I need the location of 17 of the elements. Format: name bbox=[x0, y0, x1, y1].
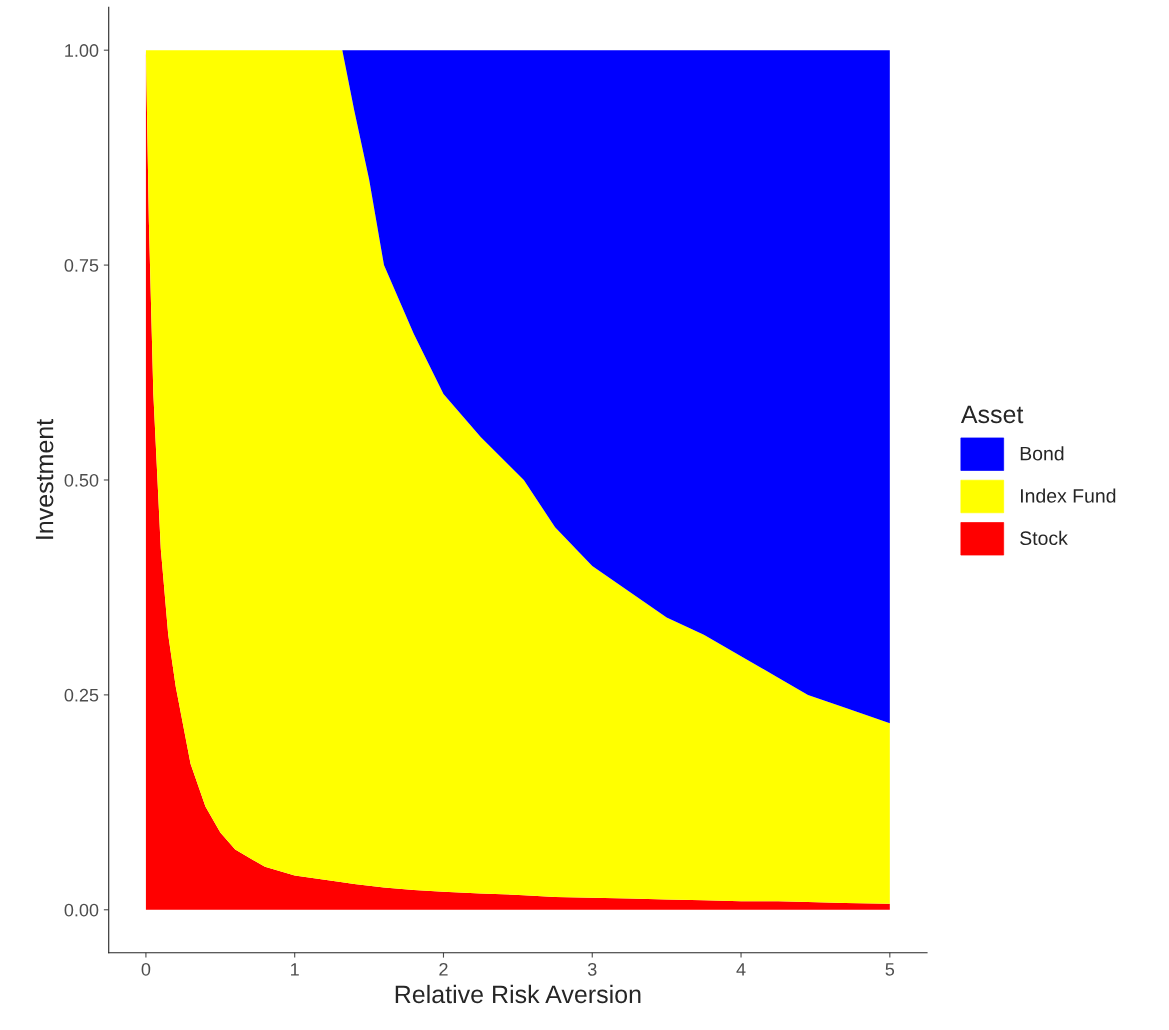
x-tick-label: 4 bbox=[736, 963, 746, 976]
y-axis-title: Investment bbox=[35, 419, 54, 539]
x-tick-label: 2 bbox=[439, 962, 448, 976]
y-tick-label: 0.25 bbox=[64, 688, 99, 702]
y-tick-label: 0.50 bbox=[64, 473, 99, 487]
y-tick-label: 1.00 bbox=[65, 44, 99, 57]
x-tick-label: 0 bbox=[141, 962, 151, 976]
legend-label: Bond bbox=[1020, 446, 1064, 461]
legend-title: Asset bbox=[960, 405, 1024, 424]
legend-label: Stock bbox=[1020, 530, 1068, 546]
x-tick-label: 1 bbox=[291, 963, 299, 976]
y-tick-label: 0.75 bbox=[64, 259, 99, 272]
x-tick-label: 3 bbox=[587, 962, 597, 976]
legend-label: Index Fund bbox=[1021, 488, 1116, 503]
y-tick-label: 0.00 bbox=[64, 903, 99, 917]
x-tick-label: 5 bbox=[885, 963, 895, 976]
x-axis-title: Relative Risk Aversion bbox=[395, 984, 641, 1004]
